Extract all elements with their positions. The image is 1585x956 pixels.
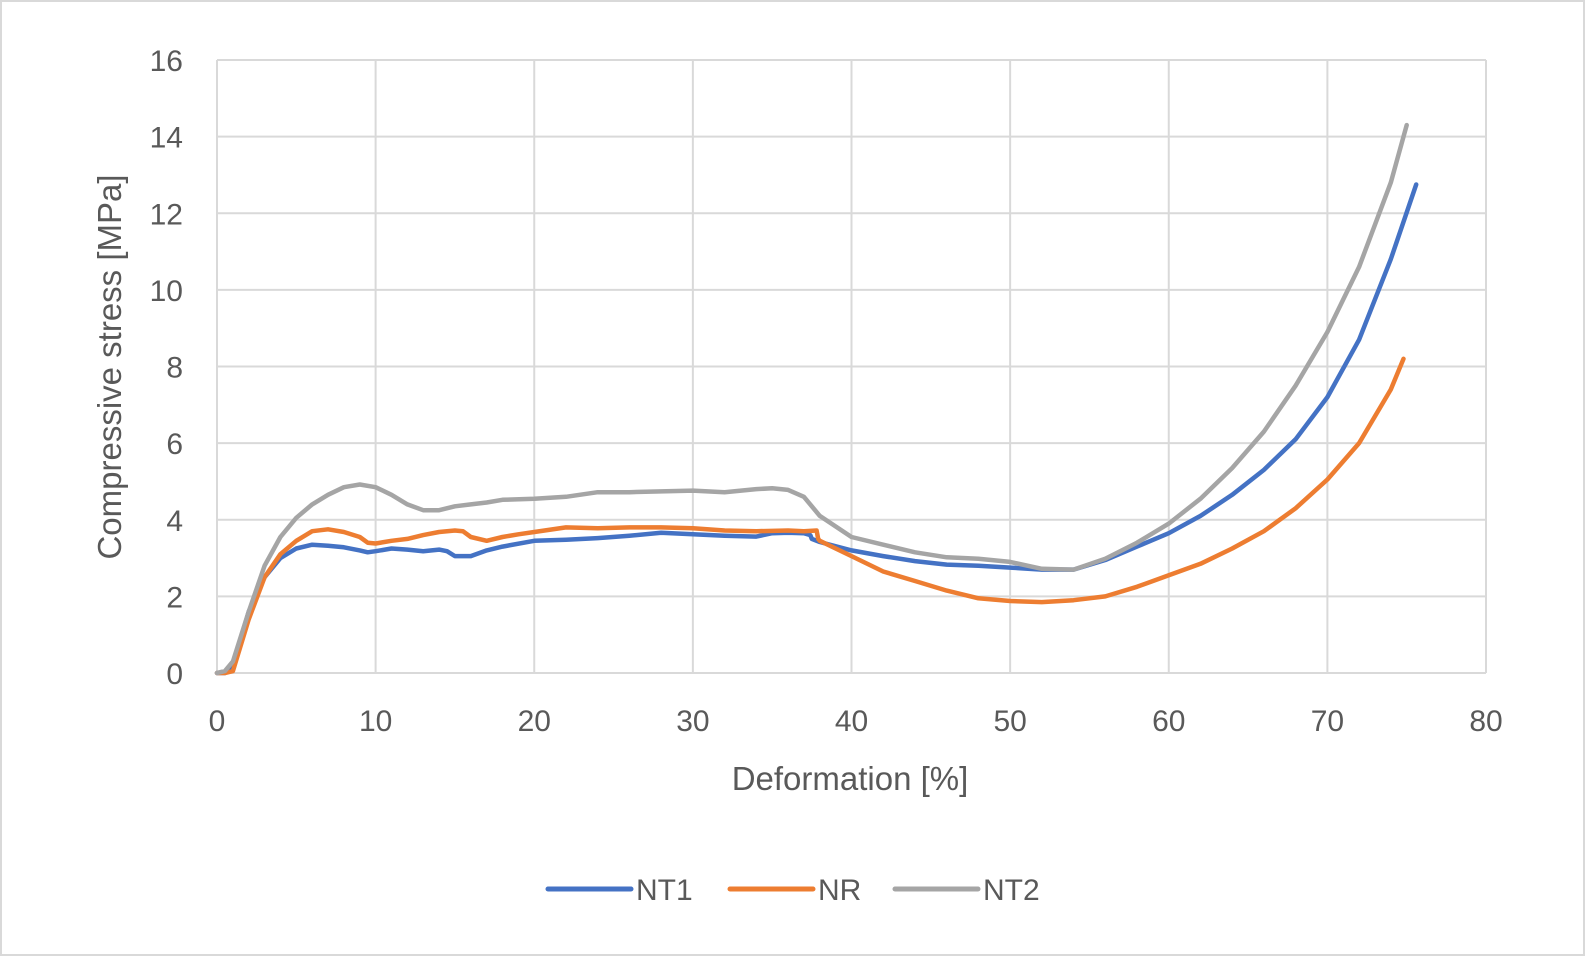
x-tick-label: 80 <box>1469 705 1502 738</box>
y-tick-label: 4 <box>166 505 183 538</box>
y-tick-label: 6 <box>166 428 183 461</box>
x-axis-title: Deformation [%] <box>732 760 969 797</box>
series-line-nt1 <box>214 182 1419 676</box>
y-tick-label: 0 <box>166 658 183 691</box>
series-lines <box>214 122 1419 676</box>
series-line-nt2 <box>214 122 1409 676</box>
grid <box>216 59 1487 674</box>
x-tick-label: 10 <box>359 705 392 738</box>
legend-label-nr: NR <box>818 874 861 907</box>
x-tick-label: 50 <box>993 705 1026 738</box>
x-tick-label: 20 <box>518 705 551 738</box>
legend-label-nt1: NT1 <box>636 874 693 907</box>
tick-labels: 0 2 4 6 8 10 12 14 16 0 10 20 30 40 50 60 70 80 <box>150 45 1503 738</box>
y-tick-label: 16 <box>150 45 183 78</box>
legend: NT1 NR NT2 <box>545 874 1040 907</box>
x-tick-label: 70 <box>1311 705 1344 738</box>
x-tick-label: 60 <box>1152 705 1185 738</box>
legend-label-nt2: NT2 <box>983 874 1040 907</box>
y-tick-label: 14 <box>150 122 183 155</box>
y-tick-label: 8 <box>166 352 183 385</box>
x-tick-label: 0 <box>209 705 226 738</box>
series-line-nr <box>214 356 1406 676</box>
y-axis-title: Compressive stress [MPa] <box>91 174 128 559</box>
x-tick-label: 40 <box>835 705 868 738</box>
x-tick-label: 30 <box>676 705 709 738</box>
y-tick-label: 12 <box>150 198 183 231</box>
y-tick-label: 10 <box>150 275 183 308</box>
y-tick-label: 2 <box>166 581 183 614</box>
